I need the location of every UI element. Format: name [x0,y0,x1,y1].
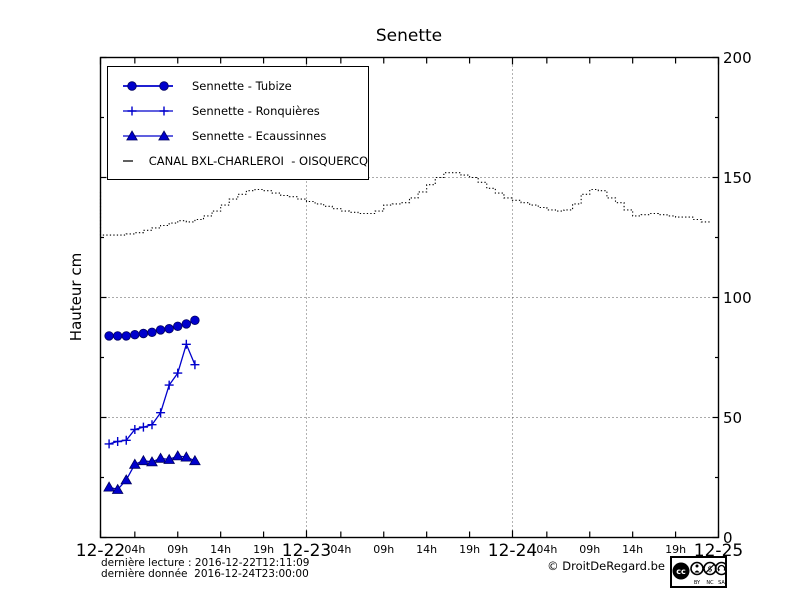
plus-marker [130,425,140,434]
plus-marker [138,422,148,432]
circle-marker [127,80,137,91]
plus-marker [156,408,166,418]
triangle-marker [137,454,150,466]
x-day-label: 12-23 [281,541,332,561]
triangle-marker [120,474,133,485]
plot-frame [99,56,720,539]
plus-marker [121,435,131,445]
x-day-label: 12-22 [75,541,126,561]
last-reading-text: dernière lecture : 2016-12-22T12:11:09 [101,557,310,569]
legend-label-canal: CANAL BXL-CHARLEROI - OISQUERCQ [148,153,368,168]
circle-marker [173,321,183,332]
ecaussinnes-triangle-marker-icon [123,129,173,140]
by-icon: BY [690,561,704,586]
legend-label-tubize: Sennette - Tubize [192,78,292,93]
legend: Sennette - Tubize Sennette - Ronquières … [107,66,369,180]
x-tick-label: 14h [416,543,438,556]
circle-marker [159,80,169,91]
legend-label-ecaussinnes: Sennette - Ecaussinnes [192,128,327,143]
x-tick-label: 09h [167,543,189,556]
x-tick-label: 19h [253,543,275,556]
page-title: Senette [375,26,443,46]
cc-icon: cc [672,562,690,580]
last-data-text: dernière donnée 2016-12-24T23:00:00 [101,568,309,580]
x-tick-label: 04h [536,543,558,556]
legend-item-ronquieres: Sennette - Ronquières [120,103,368,119]
svg-text:BY: BY [694,580,701,586]
plus-marker [181,339,191,349]
triangle-marker [180,451,193,462]
canal-line-marker-icon [123,159,133,162]
plus-marker [164,380,174,390]
circle-marker [155,325,166,335]
triangle-marker [171,450,184,461]
sa-icon: SA [714,561,727,586]
legend-item-tubize: Sennette - Tubize [120,78,368,94]
circle-marker [104,331,114,341]
x-tick-label: 19h [459,543,481,556]
x-tick-label: 19h [665,543,687,556]
y-tick-label: 50 [723,408,743,427]
y-tick-label: 150 [723,168,752,187]
svg-text:NC: NC [706,580,714,586]
ronquieres-plus-marker-icon [123,106,173,115]
legend-item-canal: CANAL BXL-CHARLEROI - OISQUERCQ [120,153,368,169]
copyright-text: © DroitDeRegard.be [547,559,665,573]
y-tick-label: 200 [723,48,752,67]
x-tick-label: 04h [330,543,352,556]
y-axis-label: Hauteur cm [67,252,85,342]
triangle-marker [189,454,201,466]
triangle-marker [146,456,158,467]
triangle-marker [158,129,170,140]
triangle-marker [126,129,138,140]
plus-marker [190,360,200,370]
legend-item-ecaussinnes: Sennette - Ecaussinnes [120,128,368,144]
circle-marker [190,315,200,326]
circle-marker [112,331,123,341]
x-tick-label: 14h [622,543,644,556]
x-tick-label: 14h [210,543,232,556]
x-tick-label: 04h [124,543,146,556]
svg-text:cc: cc [676,567,686,576]
plus-marker [113,437,123,446]
plus-marker [104,439,114,449]
circle-marker [121,331,131,341]
triangle-marker [128,458,141,469]
triangle-marker [163,453,176,464]
y-tick-label: 0 [723,528,733,547]
x-tick-label: 09h [373,543,395,556]
y-tick-label: 100 [723,288,752,307]
tubize-circle-marker-icon [123,80,173,91]
plus-marker [159,106,169,115]
x-day-label: 12-24 [487,541,538,561]
cc-by-nc-sa-license-badge: cc BY $ NC SA [670,556,727,588]
legend-label-ronquieres: Sennette - Ronquières [192,103,320,118]
plus-marker [173,368,183,378]
circle-marker [138,328,149,339]
triangle-marker [103,481,115,492]
plus-marker [127,106,137,115]
circle-marker [147,327,157,338]
x-tick-label: 09h [579,543,601,556]
svg-text:SA: SA [718,580,725,586]
triangle-marker [154,452,167,463]
plus-marker [147,420,157,430]
canal-series-line [99,172,710,236]
circle-marker [130,330,140,340]
circle-marker [181,319,192,329]
circle-marker [164,324,174,334]
triangle-marker [111,483,124,494]
